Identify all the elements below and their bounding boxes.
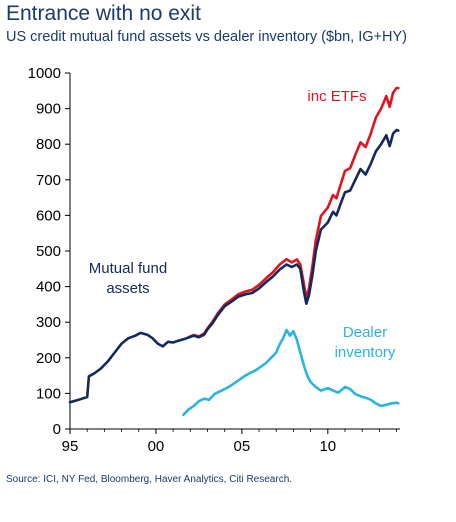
y-tick-label: 300 — [36, 314, 61, 331]
y-tick-label: 400 — [36, 279, 61, 296]
series-line-dealer-inventory — [182, 328, 400, 417]
x-tick-label: 95 — [62, 438, 79, 455]
chart-title: Entrance with no exit — [6, 2, 201, 25]
y-tick-label: 0 — [53, 421, 61, 438]
y-tick-label: 600 — [36, 207, 61, 224]
series-label-dealer-inventory: Dealer inventory — [335, 324, 396, 361]
series-lines — [68, 86, 400, 417]
y-tick-label: 500 — [36, 243, 61, 260]
y-axis-ticks: 0 100 200 300 400 500 600 700 800 900 1000 — [28, 65, 70, 438]
x-tick-label: 00 — [148, 438, 165, 455]
x-tick-label: 10 — [319, 438, 336, 455]
series-label-mutual-fund-assets: Mutual fund assets — [89, 260, 167, 297]
chart-subtitle: US credit mutual fund assets vs dealer i… — [6, 29, 407, 45]
series-label-inc-etfs: inc ETFs — [307, 88, 366, 105]
y-tick-label: 200 — [36, 350, 61, 367]
series-line-inc-etfs — [187, 86, 400, 339]
y-tick-label: 100 — [36, 385, 61, 402]
line-chart: 0 100 200 300 400 500 600 700 800 900 1000 95 00 05 1… — [28, 65, 400, 455]
y-tick-label: 700 — [36, 172, 61, 189]
y-tick-label: 900 — [36, 101, 61, 118]
y-tick-label: 1000 — [28, 65, 61, 82]
chart-axes — [69, 73, 400, 430]
x-tick-label: 05 — [234, 438, 251, 455]
y-tick-label: 800 — [36, 136, 61, 153]
series-line-mutual-fund-assets — [68, 128, 400, 404]
source-note: Source: ICI, NY Fed, Bloomberg, Haver An… — [6, 474, 293, 485]
x-axis-ticks: 95 00 05 10 — [62, 429, 397, 455]
series-labels: Mutual fund assets inc ETFs Dealer inventory — [89, 88, 396, 361]
